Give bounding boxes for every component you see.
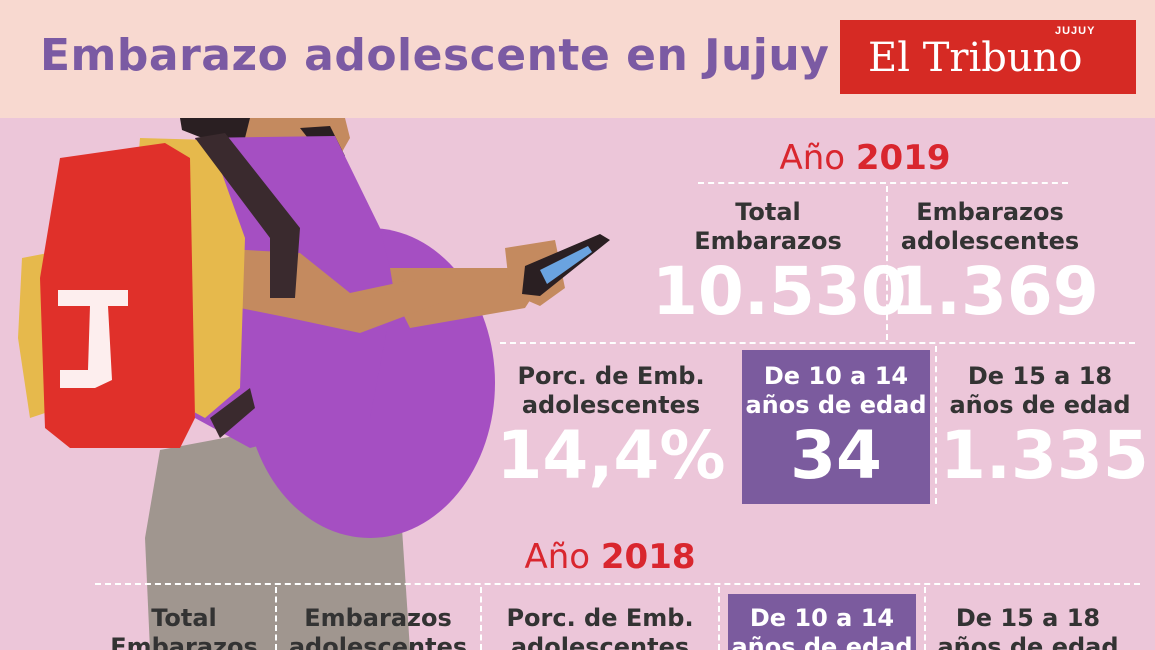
divider-middle-2019 [500, 342, 1135, 344]
hand-on-belly-shape [210, 248, 440, 333]
stat-label: Embarazos [304, 604, 452, 632]
stat-label: De 10 a 14 [749, 604, 895, 632]
divider-vertical-2018-d [924, 587, 926, 650]
logo-name: El Tribuno [868, 35, 1083, 81]
hair-shape [180, 118, 262, 143]
year-2018-heading: Año 2018 [440, 537, 780, 577]
year-number: 2019 [855, 138, 951, 178]
stat-age-10-14-2019: De 10 a 14 años de edad 34 [742, 350, 930, 504]
page-title: Embarazo adolescente en Jujuy [40, 30, 830, 81]
divider-vertical-2019-b [935, 346, 937, 504]
stat-pct-2019: Porc. de Emb. adolescentes 14,4% [495, 362, 727, 492]
stat-teen-2019: Embarazos adolescentes 1.369 [890, 198, 1099, 330]
stat-label: años de edad [937, 633, 1119, 650]
stat-label: De 15 a 18 [955, 604, 1101, 632]
year-2019-heading: Año 2019 [700, 138, 1030, 178]
stat-value: 1.369 [890, 253, 1099, 330]
stat-value: 10.530 [652, 253, 907, 330]
stat-label: Porc. de Emb. [517, 362, 705, 390]
el-tribuno-logo: JUJUY El Tribuno [840, 20, 1136, 94]
stat-value: 34 [790, 417, 882, 494]
stat-label: De 15 a 18 [967, 362, 1113, 390]
arm-shape [390, 268, 538, 328]
divider-vertical-2019-a [886, 186, 888, 340]
stat-total-2018: Total Embarazos [95, 604, 273, 650]
stat-total-2019: Total Embarazos 10.530 [652, 198, 907, 330]
pregnant-teen-illustration [18, 118, 610, 650]
divider-vertical-2018-c [718, 587, 720, 650]
stat-label: Embarazos [110, 633, 258, 650]
stat-label: De 10 a 14 [763, 362, 909, 390]
stat-label: años de edad [745, 391, 927, 419]
year-number: 2018 [600, 537, 696, 577]
stat-label: adolescentes [288, 633, 468, 650]
divider-top-2018 [95, 583, 1140, 585]
stat-label: adolescentes [510, 633, 690, 650]
stat-label: Embarazos [694, 227, 842, 255]
stat-age-10-14-2018: De 10 a 14 años de edad [728, 594, 916, 650]
divider-top-2019 [698, 182, 1068, 184]
logo-region: JUJUY [1055, 25, 1096, 37]
stat-age-15-18-2018: De 15 a 18 años de edad [928, 604, 1128, 650]
year-prefix: Año [524, 537, 591, 577]
stat-value: 14,4% [496, 417, 726, 494]
header-band: Embarazo adolescente en Jujuy JUJUY El T… [0, 0, 1155, 118]
backpack-letter-icon [58, 290, 128, 388]
stat-label: Total [735, 198, 801, 226]
stat-label: años de edad [949, 391, 1131, 419]
stat-label: adolescentes [521, 391, 701, 419]
backpack-strap-shape [195, 133, 300, 298]
stat-age-15-18-2019: De 15 a 18 años de edad 1.335 [940, 362, 1149, 494]
stat-value: 1.335 [940, 417, 1149, 494]
divider-vertical-2018-b [480, 587, 482, 650]
divider-vertical-2018-a [275, 587, 277, 650]
stat-label: adolescentes [900, 227, 1080, 255]
year-prefix: Año [779, 138, 846, 178]
stat-label: Porc. de Emb. [506, 604, 694, 632]
stat-label: Total [151, 604, 217, 632]
stat-pct-2018: Porc. de Emb. adolescentes [484, 604, 716, 650]
stat-label: Embarazos [916, 198, 1064, 226]
stat-label: años de edad [731, 633, 913, 650]
stat-teen-2018: Embarazos adolescentes [278, 604, 478, 650]
